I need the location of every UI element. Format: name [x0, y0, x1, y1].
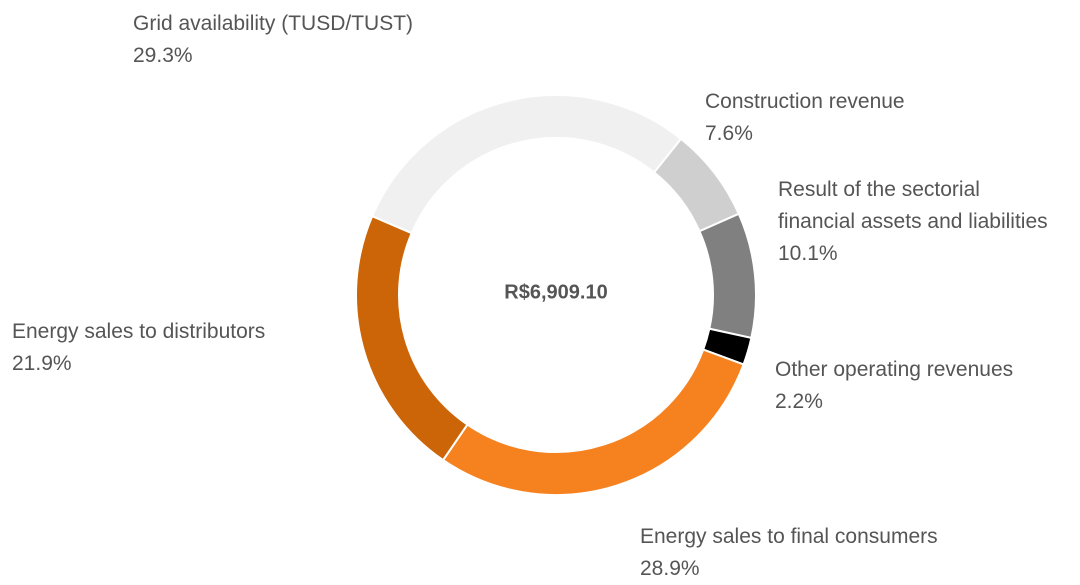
segment-label: Other operating revenues 2.2%	[775, 354, 1080, 418]
chart	[355, 94, 757, 496]
segment-label: Result of the sectorial financial assets…	[778, 174, 1048, 270]
category-name: Energy sales to final consumers	[640, 525, 938, 548]
segment-label: Construction revenue 7.6%	[705, 86, 965, 150]
segment-label: Energy sales to distributors 21.9%	[12, 316, 372, 380]
value-label: 28.9%	[640, 557, 700, 580]
donut-segment	[698, 212, 757, 340]
value-label: 10.1%	[778, 242, 838, 265]
donut-segment	[441, 348, 745, 496]
donut-segment	[370, 94, 683, 235]
category-name: Other operating revenues	[775, 358, 1014, 381]
center-label: R$6,909.10	[504, 281, 608, 304]
value-label: 2.2%	[775, 390, 823, 413]
page: R$6,909.10 (() => { const data = JSON.pa…	[12, 8, 1080, 580]
category-name: Grid availability (TUSD/TUST)	[133, 12, 414, 35]
category-name: Construction revenue	[705, 90, 905, 113]
value-label: 21.9%	[12, 352, 72, 375]
value-label: 29.3%	[133, 44, 193, 67]
segment-label: Grid availability (TUSD/TUST) 29.3%	[133, 8, 533, 72]
segment-label: Energy sales to final consumers 28.9%	[640, 521, 1080, 585]
category-name: Energy sales to distributors	[12, 320, 266, 343]
value-label: 7.6%	[705, 122, 753, 145]
category-name: Result of the sectorial financial assets…	[778, 178, 1048, 233]
donut-segment	[355, 214, 469, 462]
